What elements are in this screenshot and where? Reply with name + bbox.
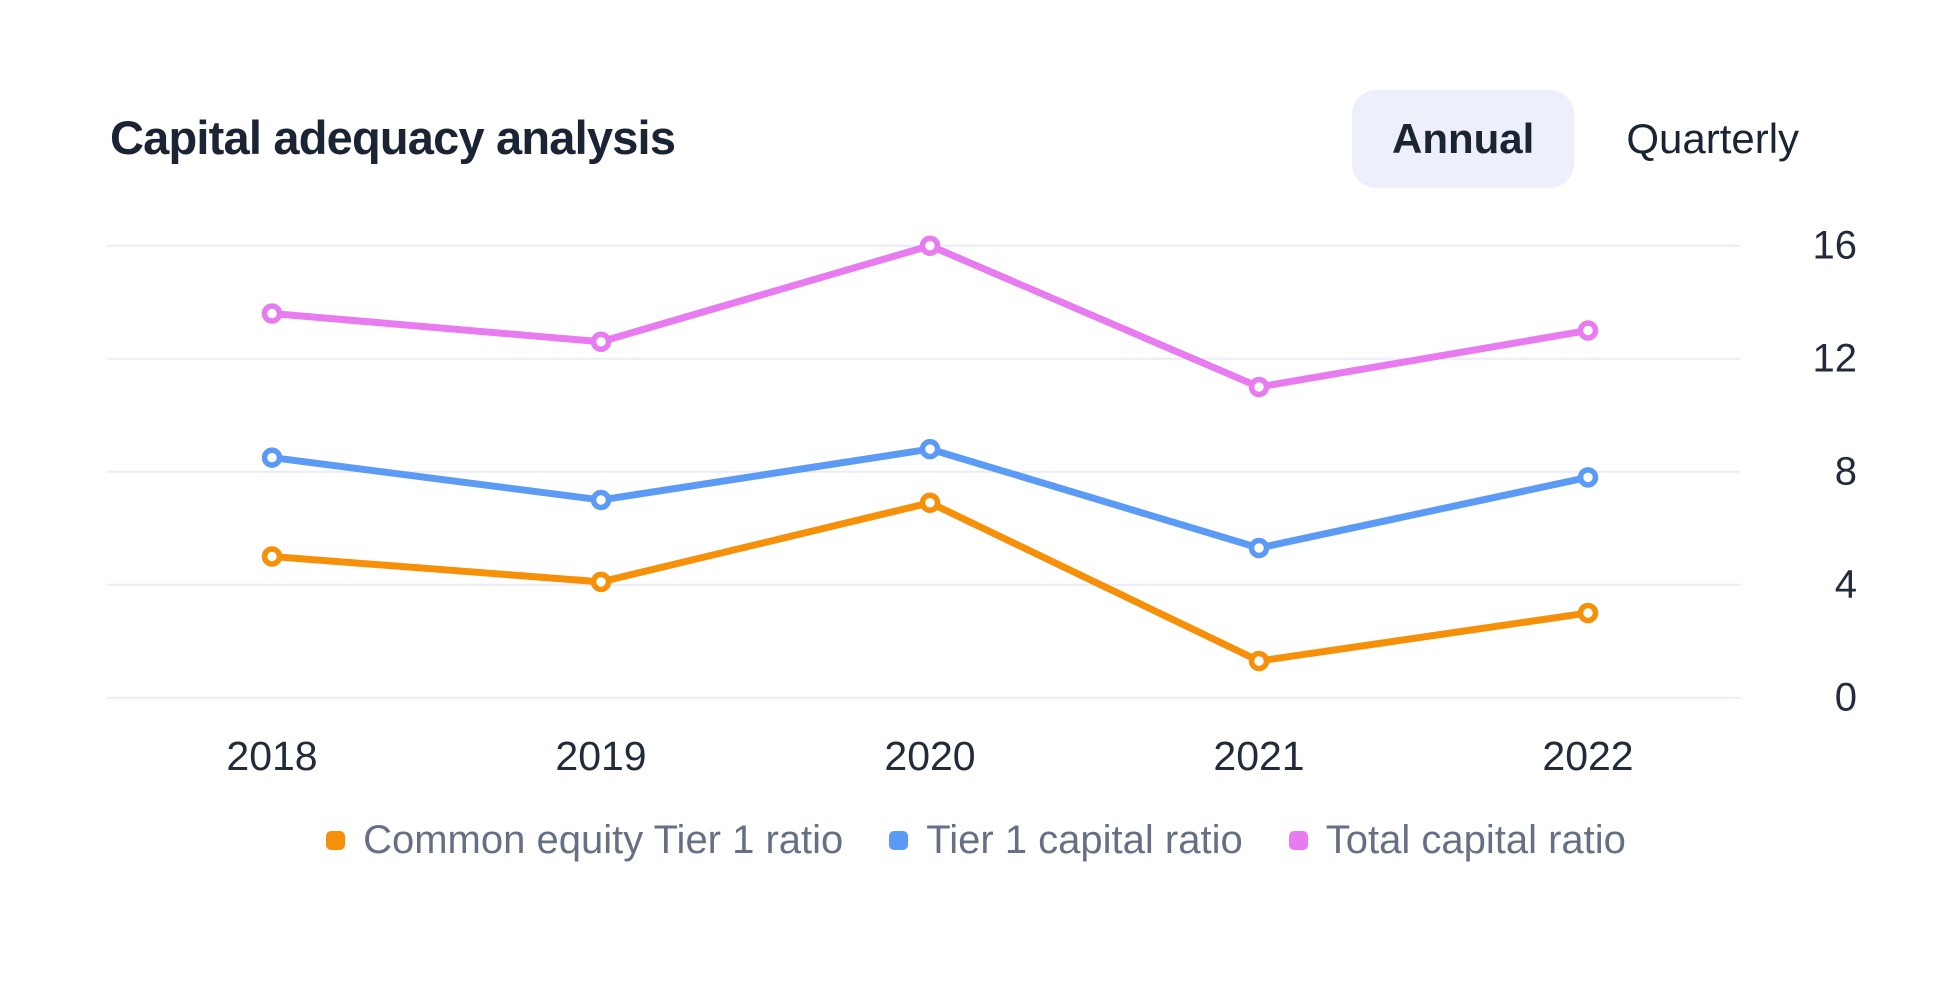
y-tick-label: 12 xyxy=(1813,337,1858,381)
data-point-marker[interactable] xyxy=(261,303,283,324)
series-line xyxy=(268,242,1592,391)
legend-label: Total capital ratio xyxy=(1325,818,1626,862)
y-tick-label: 16 xyxy=(1813,224,1858,268)
page-title: Capital adequacy analysis xyxy=(110,111,676,164)
data-point-marker[interactable] xyxy=(590,489,612,511)
data-point-marker[interactable] xyxy=(590,571,612,593)
data-point-marker[interactable] xyxy=(919,235,941,256)
legend-label: Common equity Tier 1 ratio xyxy=(363,818,844,862)
x-tick-label: 2019 xyxy=(555,733,646,779)
chart-legend: Common equity Tier 1 ratio Tier 1 capital… xyxy=(0,817,1952,863)
data-point-marker[interactable] xyxy=(919,492,941,514)
data-point-marker[interactable] xyxy=(1577,602,1599,624)
data-point-marker[interactable] xyxy=(1577,467,1599,488)
y-tick-label: 8 xyxy=(1835,450,1857,494)
data-point-marker[interactable] xyxy=(261,546,283,567)
y-tick-label: 4 xyxy=(1835,563,1857,607)
legend-item[interactable]: Total capital ratio xyxy=(1288,817,1626,863)
data-point-marker[interactable] xyxy=(1577,320,1599,341)
legend-item[interactable]: Tier 1 capital ratio xyxy=(889,817,1243,863)
legend-swatch xyxy=(1288,830,1308,850)
legend-item[interactable]: Common equity Tier 1 ratio xyxy=(326,817,843,863)
data-point-marker[interactable] xyxy=(919,438,941,460)
toggle-option-quarterly[interactable]: Quarterly xyxy=(1620,114,1805,164)
data-point-marker[interactable] xyxy=(261,447,283,468)
data-point-marker[interactable] xyxy=(1248,376,1270,398)
period-toggle: Annual Quarterly xyxy=(1352,90,1805,188)
legend-swatch xyxy=(889,830,909,850)
legend-swatch xyxy=(326,830,346,850)
legend-label: Tier 1 capital ratio xyxy=(926,818,1243,862)
data-point-marker[interactable] xyxy=(1248,650,1270,672)
x-tick-label: 2022 xyxy=(1542,733,1633,779)
series-line xyxy=(268,499,1592,665)
x-tick-label: 2018 xyxy=(226,733,317,779)
y-tick-label: 0 xyxy=(1835,676,1857,720)
data-point-marker[interactable] xyxy=(590,331,612,352)
x-tick-label: 2020 xyxy=(884,733,975,779)
x-tick-label: 2021 xyxy=(1213,733,1304,779)
toggle-option-annual[interactable]: Annual xyxy=(1352,90,1575,188)
data-point-marker[interactable] xyxy=(1248,537,1270,559)
